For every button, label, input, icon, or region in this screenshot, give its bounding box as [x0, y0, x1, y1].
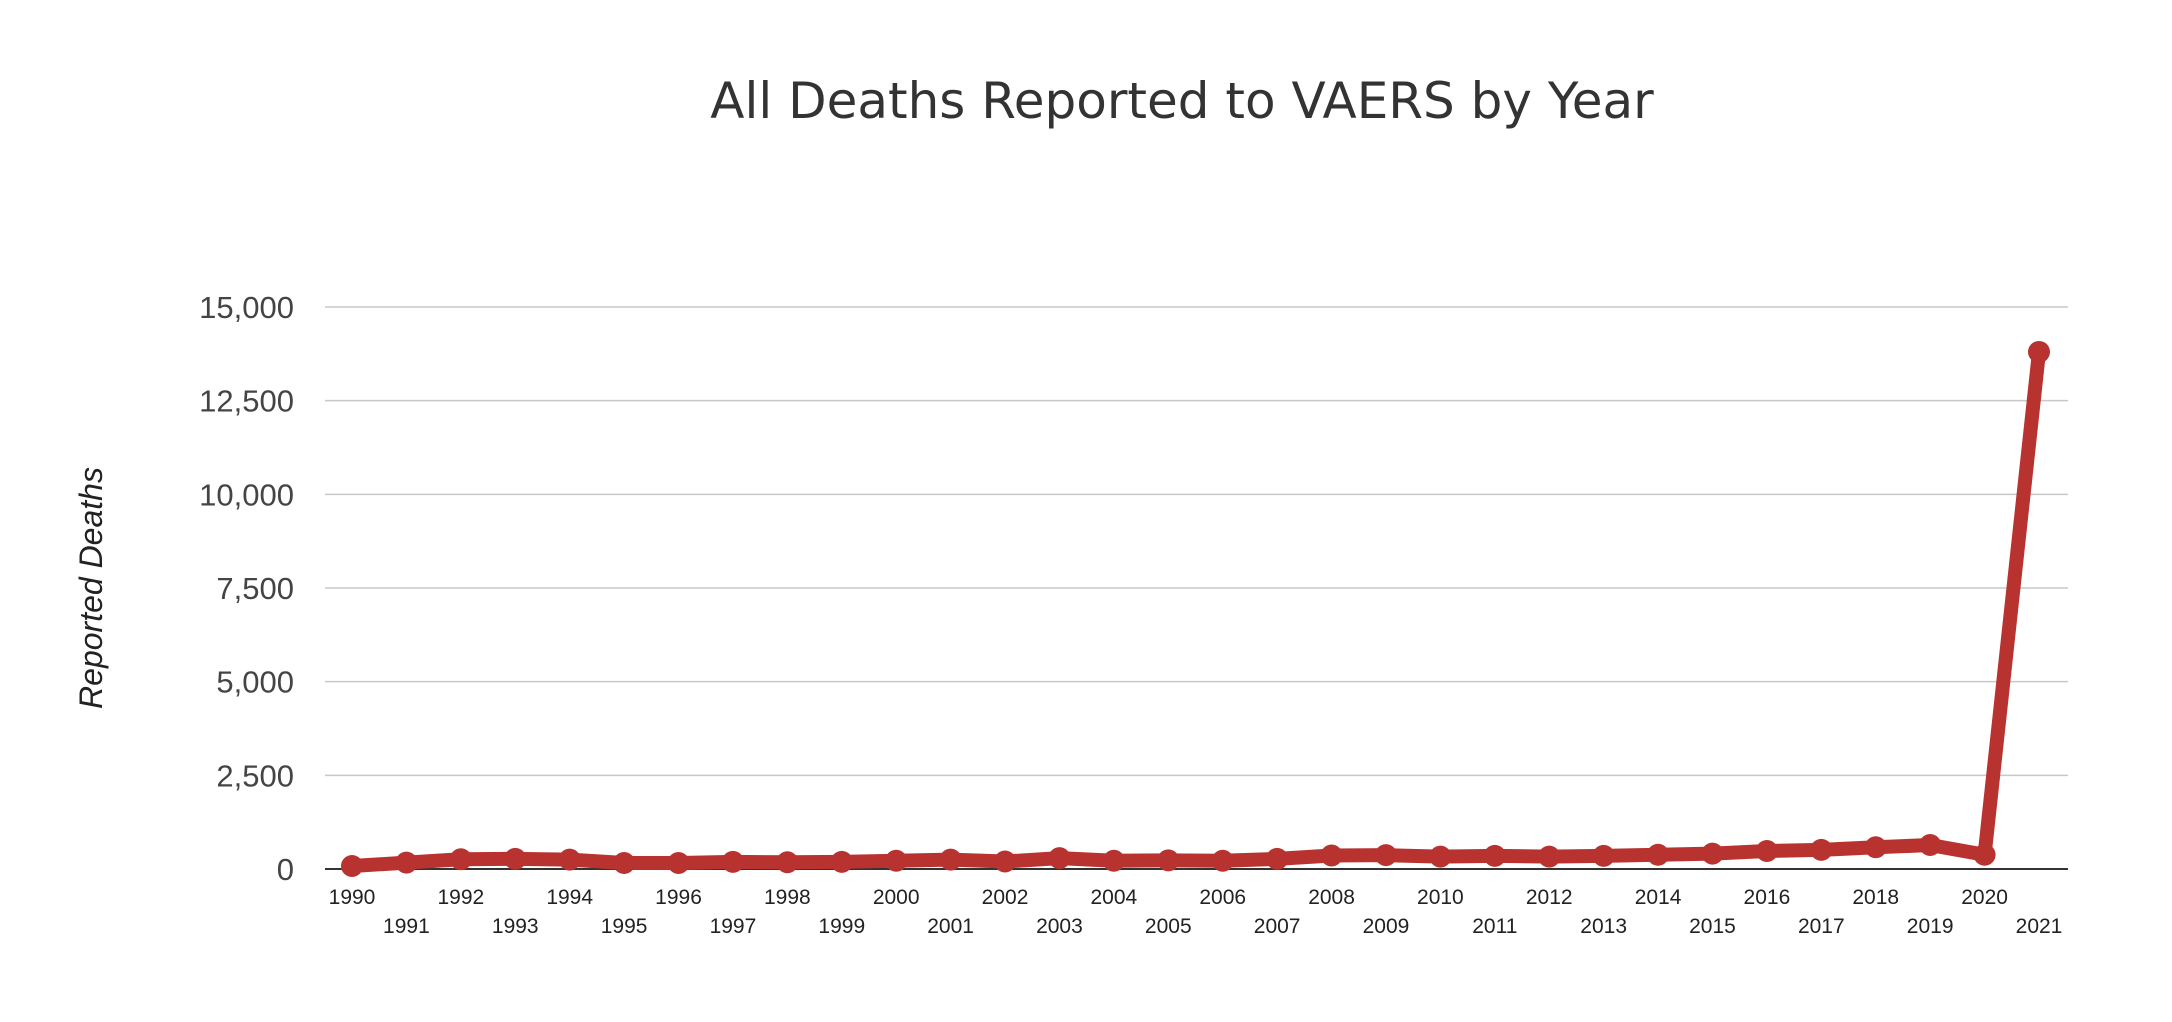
x-tick-label: 1997 [710, 915, 757, 938]
x-tick-label: 1996 [655, 886, 702, 909]
x-tick-label: 2019 [1907, 915, 1954, 938]
data-point [1973, 843, 1996, 866]
data-point [1755, 840, 1778, 863]
data-point [1592, 844, 1615, 867]
x-tick-label: 2014 [1635, 886, 1682, 909]
x-tick-label: 2007 [1254, 915, 1301, 938]
series-line-group [345, 344, 2046, 874]
x-tick-label: 1990 [329, 886, 376, 909]
x-tick-label: 2001 [927, 915, 974, 938]
x-tick-label: 2020 [1961, 886, 2008, 909]
data-point [1048, 847, 1071, 870]
data-point [1483, 844, 1506, 867]
data-point [395, 851, 418, 874]
x-tick-label: 2018 [1852, 886, 1899, 909]
x-tick-label: 2008 [1308, 886, 1355, 909]
data-point [721, 850, 744, 873]
data-point [1919, 834, 1942, 857]
x-tick-label: 2002 [982, 886, 1029, 909]
x-tick-label: 1998 [764, 886, 811, 909]
data-point [1211, 849, 1234, 872]
data-points [341, 340, 2050, 878]
y-tick-label: 5,000 [216, 665, 294, 700]
data-point [1701, 842, 1724, 865]
series-line [345, 344, 2046, 874]
y-axis-label: Reported Deaths [73, 467, 109, 709]
y-tick-label: 7,500 [216, 571, 294, 606]
data-point [939, 848, 962, 871]
data-point [558, 848, 581, 871]
data-point [1320, 844, 1343, 867]
x-tick-label: 1993 [492, 915, 539, 938]
x-tick-label: 1992 [437, 886, 484, 909]
data-point [449, 848, 472, 871]
data-point [1374, 844, 1397, 867]
data-point [1810, 838, 1833, 861]
x-tick-label: 2006 [1199, 886, 1246, 909]
y-axis-ticks: 0 2,500 5,000 7,500 10,000 12,500 15,000 [199, 290, 294, 887]
chart-title: All Deaths Reported to VAERS by Year [710, 72, 1654, 130]
y-tick-label: 12,500 [199, 384, 294, 419]
x-tick-label: 2010 [1417, 886, 1464, 909]
data-point [613, 852, 636, 875]
y-tick-label: 10,000 [199, 477, 294, 512]
x-tick-label: 2016 [1744, 886, 1791, 909]
data-point [1429, 845, 1452, 868]
data-point [1157, 849, 1180, 872]
data-point [994, 850, 1017, 873]
y-tick-label: 15,000 [199, 290, 294, 325]
x-tick-label: 2004 [1091, 886, 1138, 909]
data-point [1538, 845, 1561, 868]
x-tick-label: 2003 [1036, 915, 1083, 938]
x-tick-label: 1995 [601, 915, 648, 938]
y-tick-label: 0 [277, 852, 294, 887]
data-point [1102, 849, 1125, 872]
x-tick-label: 1999 [818, 915, 865, 938]
data-point [1266, 847, 1289, 870]
x-tick-label: 2012 [1526, 886, 1573, 909]
x-tick-label: 2000 [873, 886, 920, 909]
x-tick-label: 1991 [383, 915, 430, 938]
data-point [1864, 836, 1887, 859]
data-point [776, 851, 799, 874]
gridlines [325, 306, 2068, 870]
y-tick-label: 2,500 [216, 758, 294, 793]
x-tick-label: 1994 [546, 886, 593, 909]
data-point [2028, 340, 2050, 363]
x-tick-label: 2015 [1689, 915, 1736, 938]
data-point [341, 855, 363, 878]
x-tick-label: 2005 [1145, 915, 1192, 938]
data-point [504, 847, 527, 870]
x-tick-label: 2009 [1363, 915, 1410, 938]
x-axis-ticks: 1990 1991 1992 1993 1994 1995 1996 1997 1998 1999… [329, 886, 2063, 938]
x-tick-label: 2011 [1472, 915, 1517, 938]
x-tick-label: 2013 [1580, 915, 1627, 938]
data-point [667, 852, 690, 875]
data-point [885, 849, 908, 872]
data-point [830, 850, 853, 873]
data-point [1647, 843, 1670, 866]
x-tick-label: 2021 [2016, 915, 2063, 938]
x-tick-label: 2017 [1798, 915, 1845, 938]
